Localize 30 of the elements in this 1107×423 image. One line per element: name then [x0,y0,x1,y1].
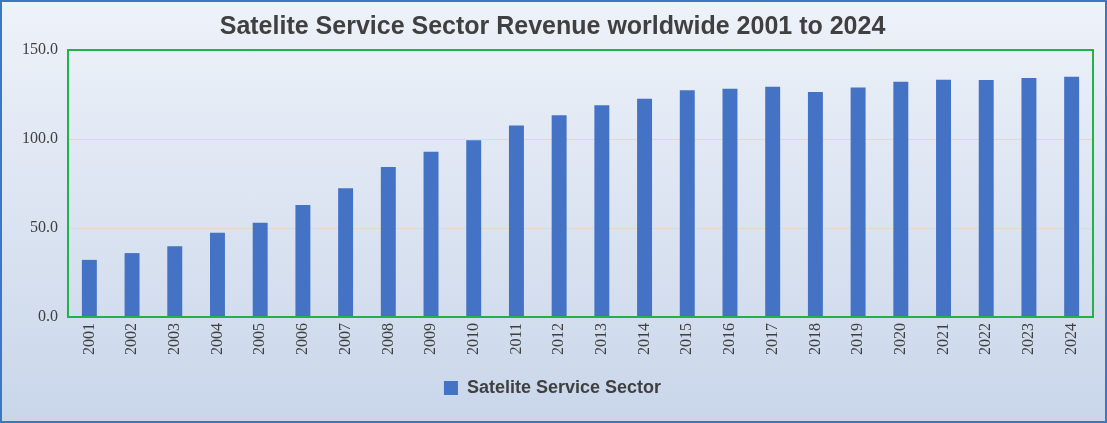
y-tick-label: 150.0 [22,40,58,58]
x-tick-label: 2003 [164,323,182,355]
y-tick-label: 100.0 [22,129,58,147]
x-tick-label: 2002 [122,323,140,355]
x-tick-label: 2009 [421,323,439,355]
x-tick-label: 2008 [378,323,396,355]
x-tick-label: 2014 [634,323,652,355]
x-tick-label: 2024 [1061,323,1079,355]
x-tick-label: 2018 [805,323,823,355]
x-tick-label: 2005 [250,323,268,355]
x-tick-label: 2016 [720,323,738,355]
chart-title: Satelite Service Sector Revenue worldwide 2001 to 2024 [219,10,886,39]
x-tick-label: 2019 [848,323,866,355]
x-tick-label: 2010 [463,323,481,355]
x-tick-label: 2020 [891,323,909,355]
x-tick-label: 2007 [335,323,353,355]
x-tick-label: 2017 [762,323,780,355]
x-tick-label: 2021 [933,323,951,355]
x-tick-label: 2011 [506,323,524,355]
legend-label: Satelite Service Sector [466,376,662,397]
x-tick-label: 2013 [592,323,610,355]
x-tick-label: 2015 [677,323,695,355]
x-tick-label: 2022 [976,323,994,355]
x-tick-label: 2004 [207,323,225,355]
y-tick-label: 0.0 [38,307,58,325]
x-tick-label: 2012 [549,323,567,355]
x-tick-label: 2001 [79,323,97,355]
x-tick-label: 2006 [293,323,311,355]
y-tick-label: 50.0 [30,218,58,236]
x-tick-label: 2023 [1019,323,1037,355]
